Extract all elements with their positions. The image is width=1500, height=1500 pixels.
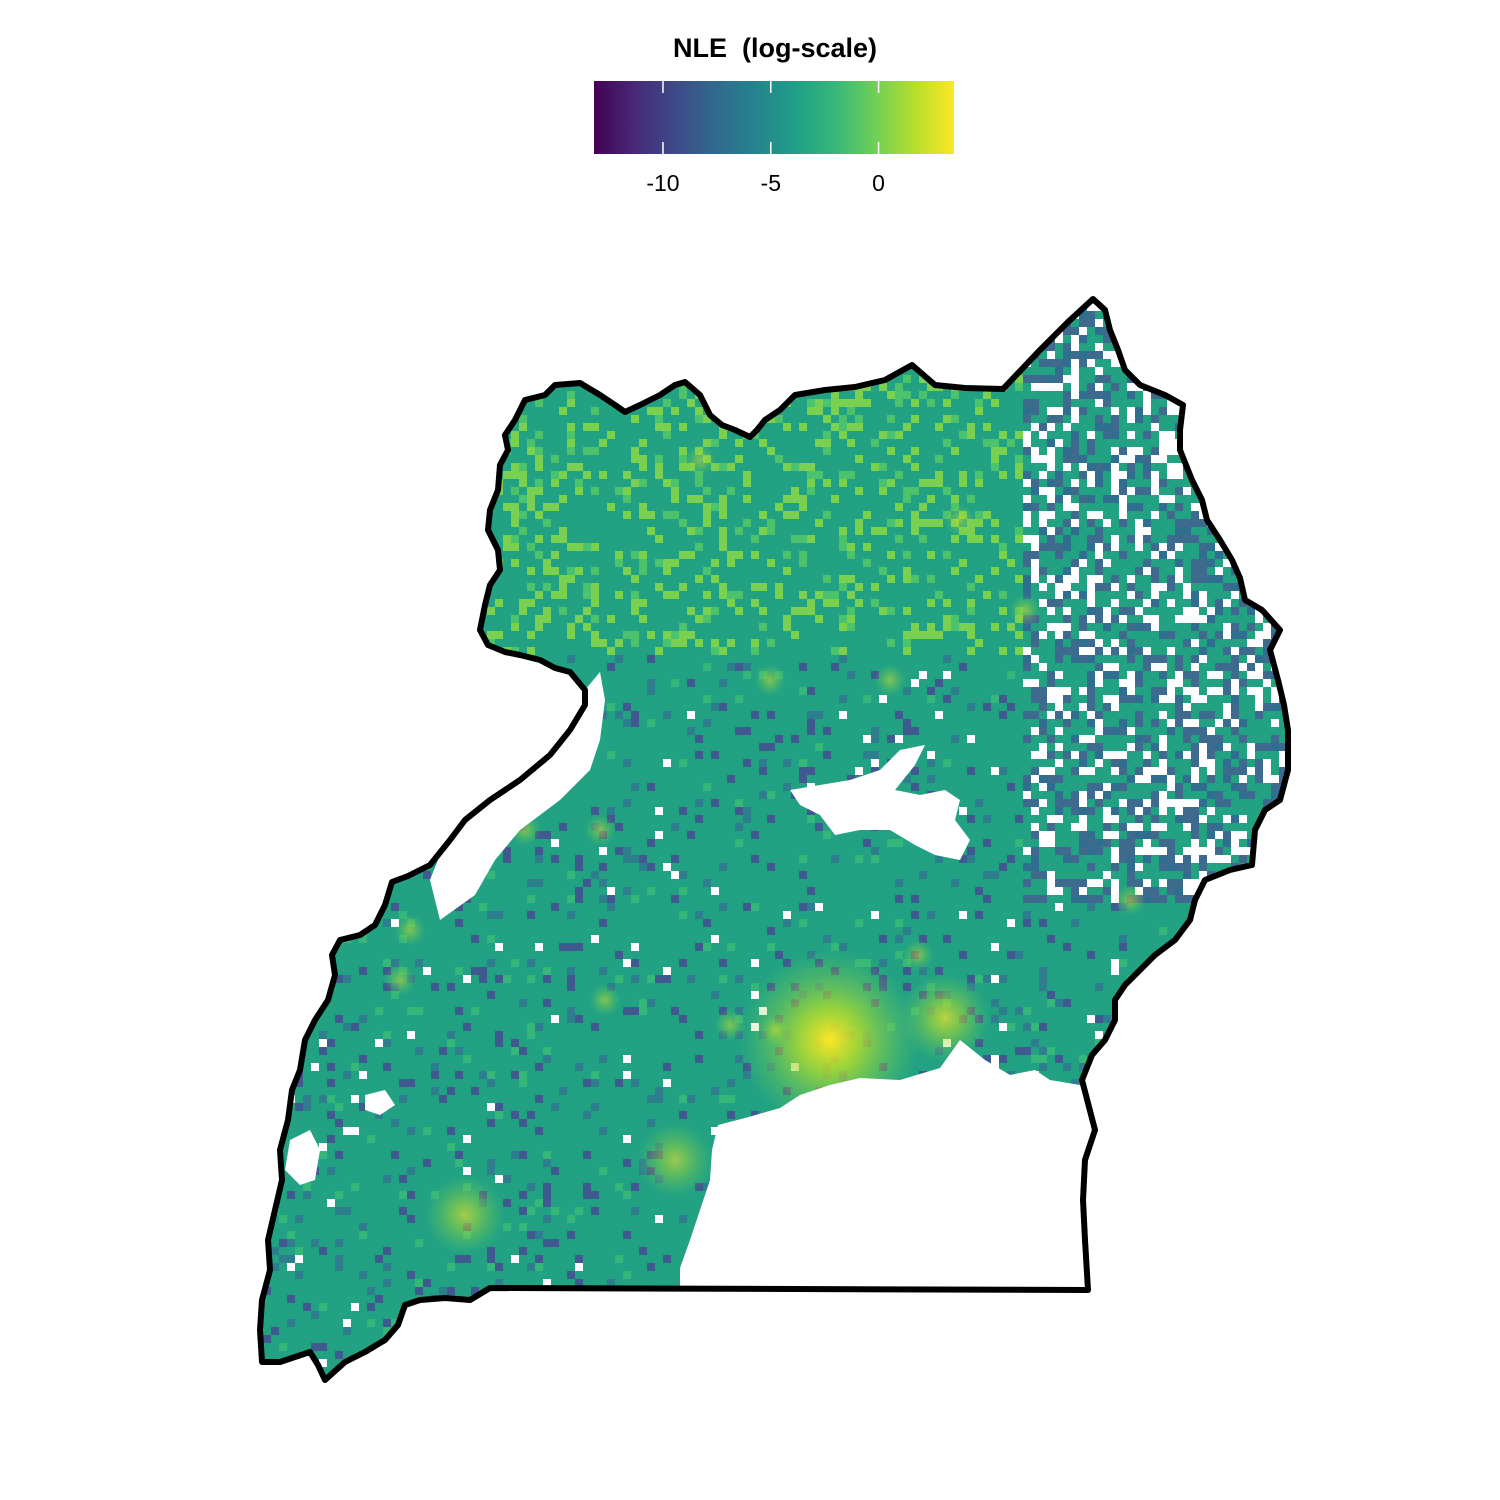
lake-george: [365, 1090, 395, 1115]
lake-victoria: [680, 1040, 1095, 1290]
town-glow: [1114, 884, 1146, 916]
legend-tick-marks: [662, 81, 880, 154]
town-glow: [589, 984, 621, 1016]
town-glow: [944, 504, 976, 536]
country-border: [257, 296, 1291, 1383]
lake-kyoga: [790, 745, 970, 860]
town-glow: [759, 1014, 791, 1046]
legend-tick-label: -5: [760, 170, 781, 196]
town-glow: [754, 664, 786, 696]
town-glow: [624, 304, 656, 336]
town-glow: [714, 1009, 746, 1041]
legend-title: NLE (log-scale): [672, 33, 878, 63]
lake-edward: [285, 1130, 320, 1185]
hotspot: [900, 973, 990, 1063]
town-glow: [394, 914, 426, 946]
hotspot: [425, 1175, 505, 1255]
legend-gradient: [594, 81, 954, 154]
hotspot: [637, 1122, 713, 1198]
town-glow: [584, 814, 616, 846]
town-glow: [1009, 594, 1041, 626]
legend-colorbar: [594, 81, 954, 154]
legend-tick-label: 0: [872, 170, 885, 196]
legend-tick-label: -10: [646, 170, 680, 196]
town-glow: [684, 444, 716, 476]
town-glow: [874, 664, 906, 696]
town-glow: [384, 964, 416, 996]
town-glow: [902, 939, 934, 971]
